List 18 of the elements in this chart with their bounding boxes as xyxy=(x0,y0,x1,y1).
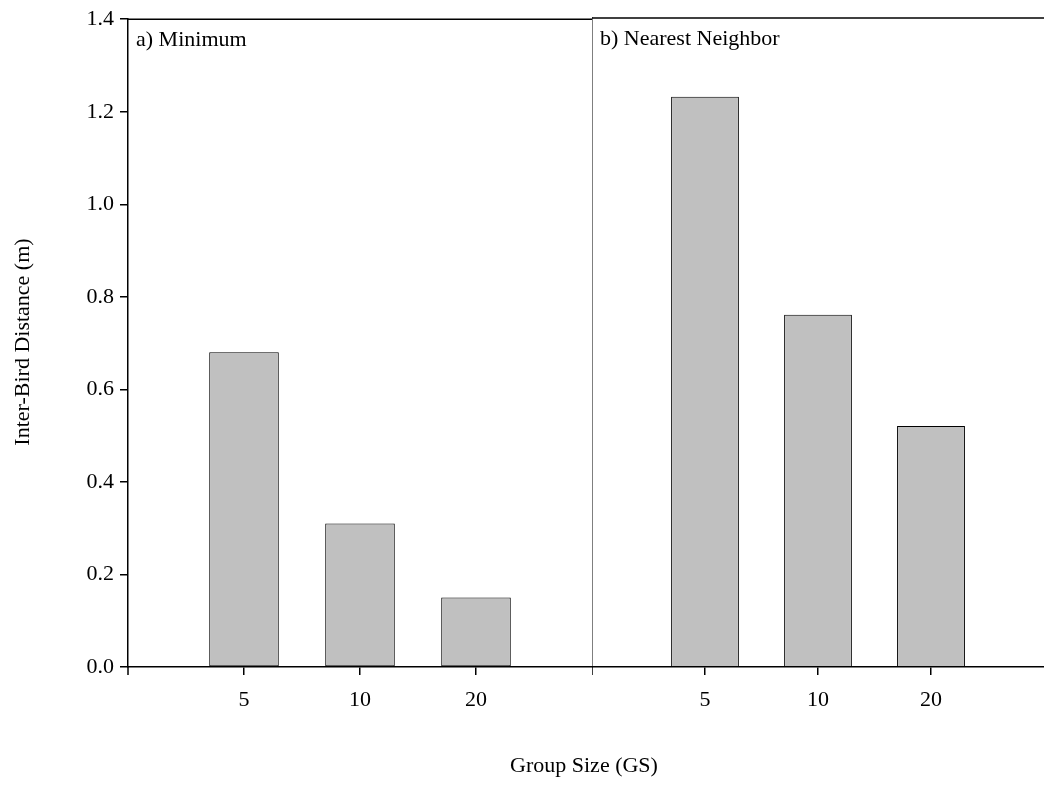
y-tick-label: 0.4 xyxy=(86,467,114,493)
y-tick-label: 0.0 xyxy=(86,652,114,678)
x-tick-label: 5 xyxy=(699,685,711,711)
y-axis-title: Inter-Bird Distance (m) xyxy=(9,238,35,446)
y-tick-label: 1.2 xyxy=(86,97,114,123)
y-tick-label: 0.6 xyxy=(86,375,114,401)
x-tick-label: 10 xyxy=(807,685,829,711)
x-tick-label: 20 xyxy=(465,685,487,711)
y-tick-label: 1.4 xyxy=(86,4,114,30)
chart-title: b) Nearest Neighbor xyxy=(600,24,781,50)
y-tick-label: 0.2 xyxy=(86,560,114,586)
y-tick-label: 1.0 xyxy=(86,190,114,216)
chart-title: a) Minimum xyxy=(136,25,247,51)
x-tick-label: 10 xyxy=(349,685,371,711)
x-tick-label: 20 xyxy=(920,685,942,711)
y-tick-label: 0.8 xyxy=(86,282,114,308)
x-tick-label: 5 xyxy=(238,685,250,711)
x-axis-title: Group Size (GS) xyxy=(509,752,659,778)
